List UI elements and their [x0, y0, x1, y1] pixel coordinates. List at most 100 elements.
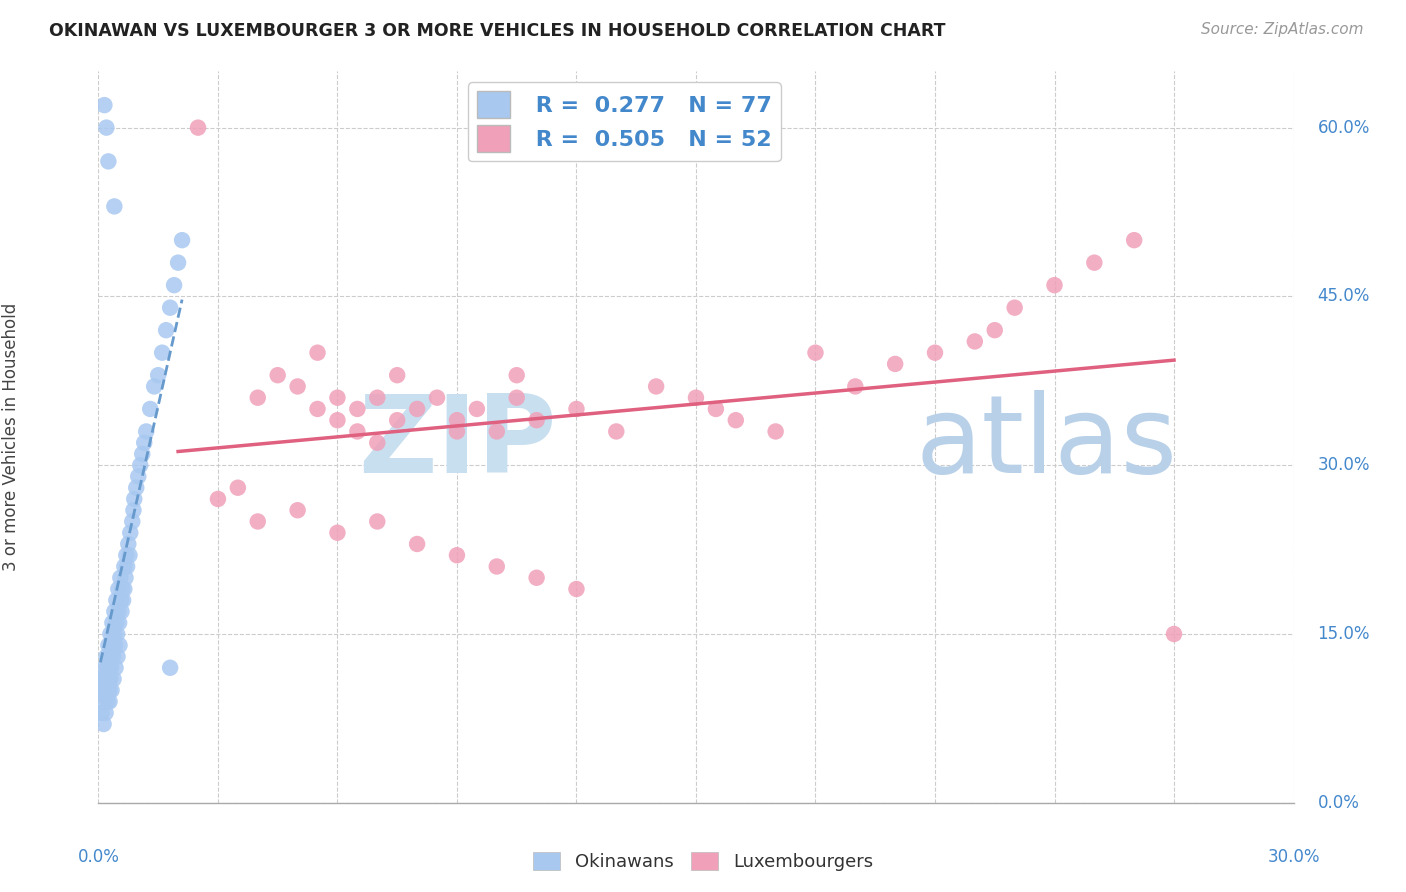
Point: [111, 582, 134, 596]
Point: [103, 672, 125, 686]
Point: [131, 447, 153, 461]
Point: [326, 391, 349, 405]
Point: [98, 694, 121, 708]
Text: 60.0%: 60.0%: [1317, 119, 1369, 136]
Point: [105, 627, 128, 641]
Text: 3 or more Vehicles in Household: 3 or more Vehicles in Household: [1, 303, 20, 571]
Point: [112, 582, 135, 596]
Point: [366, 391, 388, 405]
Point: [143, 379, 166, 393]
Point: [117, 537, 139, 551]
Text: Source: ZipAtlas.com: Source: ZipAtlas.com: [1201, 22, 1364, 37]
Point: [112, 559, 135, 574]
Point: [326, 525, 349, 540]
Point: [307, 345, 329, 359]
Point: [110, 571, 132, 585]
Point: [685, 391, 707, 405]
Point: [172, 233, 194, 247]
Point: [135, 425, 157, 439]
Point: [129, 458, 152, 473]
Point: [366, 435, 388, 450]
Point: [446, 548, 468, 562]
Point: [159, 301, 181, 315]
Point: [98, 683, 121, 698]
Text: 45.0%: 45.0%: [1317, 287, 1369, 305]
Point: [704, 401, 727, 416]
Point: [118, 548, 141, 562]
Point: [97, 638, 120, 652]
Point: [565, 401, 588, 416]
Point: [94, 672, 117, 686]
Point: [101, 649, 124, 664]
Point: [226, 481, 249, 495]
Point: [103, 627, 125, 641]
Point: [127, 469, 149, 483]
Point: [98, 649, 122, 664]
Text: 30.0%: 30.0%: [1317, 456, 1369, 475]
Point: [446, 425, 468, 439]
Text: ZIP: ZIP: [359, 390, 557, 496]
Point: [167, 255, 190, 269]
Point: [346, 401, 368, 416]
Point: [98, 672, 122, 686]
Point: [105, 593, 128, 607]
Point: [101, 615, 124, 630]
Text: 0.0%: 0.0%: [1317, 794, 1360, 812]
Point: [134, 435, 156, 450]
Point: [287, 503, 309, 517]
Point: [100, 683, 122, 698]
Point: [326, 413, 349, 427]
Point: [246, 391, 269, 405]
Point: [287, 379, 309, 393]
Point: [187, 120, 209, 135]
Point: [159, 661, 181, 675]
Legend: Okinawans, Luxembourgers: Okinawans, Luxembourgers: [526, 845, 880, 879]
Point: [125, 481, 148, 495]
Point: [108, 638, 131, 652]
Point: [94, 706, 117, 720]
Point: [97, 154, 120, 169]
Point: [506, 391, 529, 405]
Point: [485, 425, 508, 439]
Point: [724, 413, 747, 427]
Point: [267, 368, 290, 383]
Point: [565, 582, 588, 596]
Point: [94, 689, 117, 703]
Point: [963, 334, 986, 349]
Text: 15.0%: 15.0%: [1317, 625, 1369, 643]
Point: [124, 491, 146, 506]
Point: [96, 683, 118, 698]
Point: [110, 593, 132, 607]
Point: [246, 515, 269, 529]
Point: [100, 661, 122, 675]
Point: [506, 368, 529, 383]
Point: [107, 582, 129, 596]
Point: [96, 120, 118, 135]
Point: [122, 503, 145, 517]
Point: [804, 345, 827, 359]
Point: [114, 571, 136, 585]
Point: [103, 199, 125, 213]
Point: [93, 661, 115, 675]
Point: [104, 638, 127, 652]
Point: [98, 672, 121, 686]
Point: [110, 605, 132, 619]
Legend:  R =  0.277   N = 77,  R =  0.505   N = 52: R = 0.277 N = 77, R = 0.505 N = 52: [468, 82, 780, 161]
Point: [90, 706, 112, 720]
Point: [526, 571, 548, 585]
Text: 0.0%: 0.0%: [77, 847, 120, 866]
Point: [1123, 233, 1146, 247]
Point: [93, 98, 115, 112]
Point: [884, 357, 907, 371]
Point: [1043, 278, 1066, 293]
Point: [366, 515, 388, 529]
Point: [104, 661, 127, 675]
Point: [426, 391, 449, 405]
Point: [984, 323, 1007, 337]
Point: [96, 661, 118, 675]
Text: atlas: atlas: [915, 390, 1177, 496]
Point: [1163, 627, 1185, 641]
Point: [107, 649, 129, 664]
Point: [485, 559, 508, 574]
Point: [385, 413, 409, 427]
